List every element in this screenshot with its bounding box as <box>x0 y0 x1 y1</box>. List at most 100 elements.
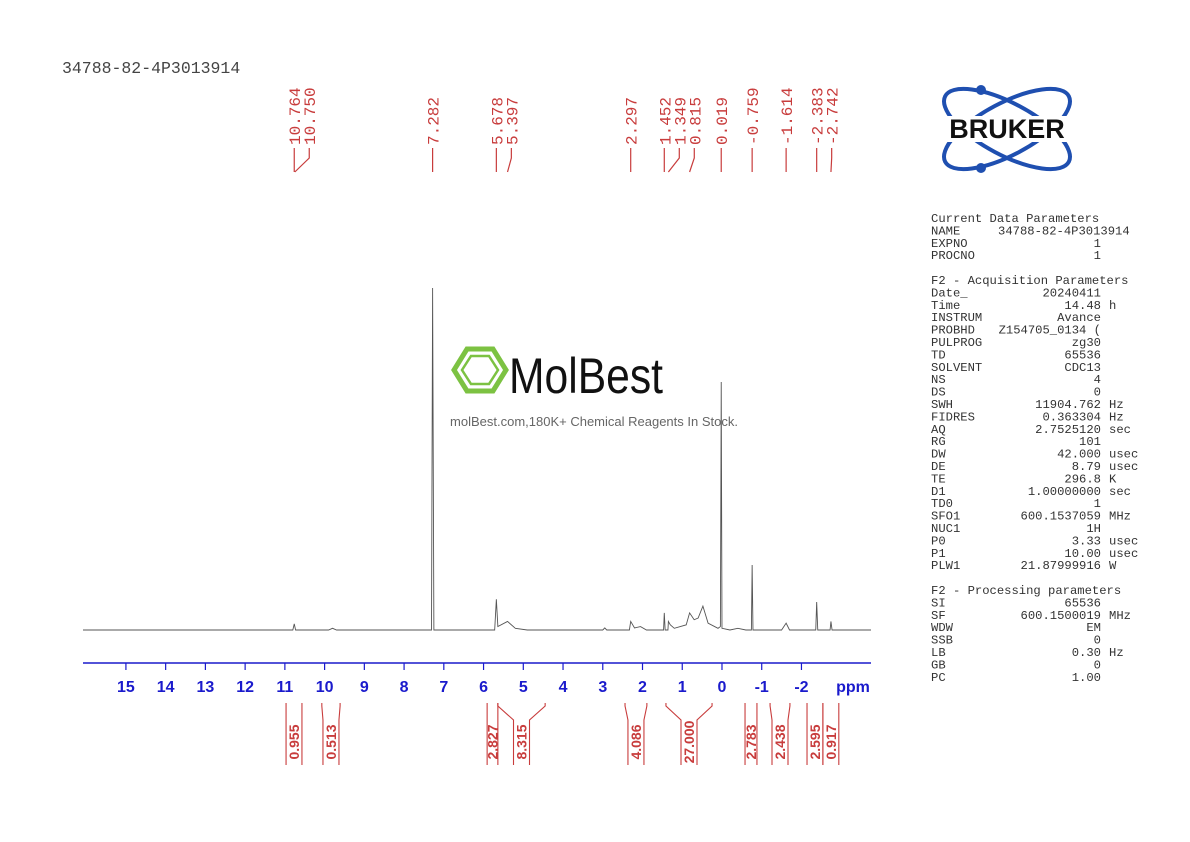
x-tick-label: 5 <box>519 679 528 696</box>
parameter-value: 42.000 <box>1057 448 1101 462</box>
parameter-value: 1H <box>1086 522 1101 536</box>
peak-connector <box>506 148 512 173</box>
parameter-value: 0.30 <box>1072 646 1101 660</box>
parameter-value: 1 <box>1094 249 1101 263</box>
parameter-value: zg30 <box>1072 336 1101 350</box>
parameter-value: 34788-82-4P3013914 <box>998 224 1130 238</box>
parameter-value: 3.33 <box>1072 534 1101 548</box>
x-tick-label: 4 <box>559 679 568 696</box>
x-tick-label: 12 <box>236 679 254 696</box>
x-tick-label: -2 <box>794 679 808 696</box>
parameter-section-title: Current Data Parameters <box>931 212 1099 226</box>
peak-label: 0.815 <box>687 97 705 145</box>
x-tick-label: 3 <box>598 679 607 696</box>
logo-text: BRUKER <box>949 114 1065 144</box>
parameter-unit: Hz <box>1109 398 1124 412</box>
parameter-name: LB <box>931 646 946 660</box>
parameter-name: NAME <box>931 224 960 238</box>
parameter-name: SWH <box>931 398 953 412</box>
parameter-section-title: F2 - Processing parameters <box>931 584 1121 598</box>
peak-label: 5.678 <box>489 97 507 145</box>
x-tick-label: 10 <box>316 679 334 696</box>
parameter-name: SI <box>931 596 946 610</box>
parameter-value: 10.00 <box>1064 547 1101 561</box>
peak-label: -1.614 <box>779 87 797 145</box>
parameter-value: 2.7525120 <box>1035 423 1101 437</box>
watermark: MolBest molBest.com,180K+ Chemical Reage… <box>450 346 738 429</box>
x-axis-label: ppm <box>836 679 870 696</box>
parameter-value: 600.1500019 <box>1021 609 1101 623</box>
integral-label: 2.595 <box>807 724 823 759</box>
peak-label: 1.349 <box>672 97 690 145</box>
parameter-value: 8.79 <box>1072 460 1101 474</box>
logo-band <box>926 116 1088 142</box>
parameter-name: DW <box>931 448 946 462</box>
parameter-value: 11904.762 <box>1035 398 1101 412</box>
parameter-name: AQ <box>931 423 946 437</box>
parameter-name: INSTRUM <box>931 311 982 325</box>
parameter-value: 65536 <box>1064 596 1101 610</box>
x-tick-label: 6 <box>479 679 488 696</box>
parameter-unit: K <box>1109 472 1117 486</box>
parameter-unit: h <box>1109 299 1116 313</box>
parameter-value: Z154705_0134 ( <box>999 324 1101 338</box>
integral-label: 27.000 <box>681 720 697 763</box>
peak-label: -0.759 <box>745 87 763 145</box>
parameter-value: 14.48 <box>1064 299 1101 313</box>
parameter-name: TD <box>931 348 946 362</box>
parameter-name: DE <box>931 460 946 474</box>
parameter-name: RG <box>931 435 946 449</box>
peak-label: 0.019 <box>714 97 732 145</box>
peak-connector <box>689 148 695 173</box>
x-tick-label: 13 <box>196 679 214 696</box>
integral-label: 0.955 <box>286 724 302 759</box>
parameter-value: 20240411 <box>1042 286 1101 300</box>
integral-bracket <box>321 703 324 765</box>
parameter-name: WDW <box>931 621 954 635</box>
parameter-name: NUC1 <box>931 522 960 536</box>
parameter-name: D1 <box>931 485 946 499</box>
x-tick-label: 14 <box>157 679 175 696</box>
parameter-name: SSB <box>931 634 953 648</box>
parameter-name: NS <box>931 373 946 387</box>
parameter-value: 21.87999916 <box>1021 559 1101 573</box>
parameter-name: P1 <box>931 547 946 561</box>
x-tick-label: 7 <box>439 679 448 696</box>
parameter-name: Time <box>931 299 960 313</box>
parameter-name: SFO1 <box>931 510 960 524</box>
parameter-unit: usec <box>1109 448 1138 462</box>
parameter-unit: usec <box>1109 534 1138 548</box>
logo-orbit <box>941 86 1073 172</box>
parameter-name: PLW1 <box>931 559 960 573</box>
parameter-value: 1 <box>1094 497 1101 511</box>
integral-bracket <box>624 703 629 765</box>
parameter-name: DS <box>931 386 946 400</box>
parameter-name: TD0 <box>931 497 953 511</box>
integral-bracket <box>787 703 791 765</box>
logo-orbit <box>941 86 1073 172</box>
parameter-value: 600.1537059 <box>1021 510 1101 524</box>
peak-label: -2.742 <box>825 87 843 145</box>
integral-bracket <box>338 703 341 765</box>
parameter-value: 65536 <box>1064 348 1101 362</box>
x-tick-label: 1 <box>678 679 687 696</box>
peak-label: 7.282 <box>426 97 444 145</box>
parameter-name: GB <box>931 658 946 672</box>
x-tick-label: 11 <box>276 679 293 696</box>
parameter-name: PROCNO <box>931 249 975 263</box>
parameter-name: Date_ <box>931 286 968 300</box>
parameter-name: FIDRES <box>931 410 975 424</box>
parameter-unit: sec <box>1109 423 1131 437</box>
integral-label: 4.086 <box>628 724 644 759</box>
sample-title: 34788-82-4P3013914 <box>62 59 240 78</box>
peak-connector <box>830 148 833 173</box>
parameter-value: 0.363304 <box>1042 410 1101 424</box>
parameter-value: 1.00 <box>1072 671 1101 685</box>
watermark-brand: MolBest <box>509 348 663 404</box>
parameter-name: PULPROG <box>931 336 982 350</box>
parameter-value: 1.00000000 <box>1028 485 1101 499</box>
parameter-value: 4 <box>1094 373 1101 387</box>
parameter-value: Avance <box>1057 311 1101 325</box>
peak-connector <box>667 148 680 173</box>
